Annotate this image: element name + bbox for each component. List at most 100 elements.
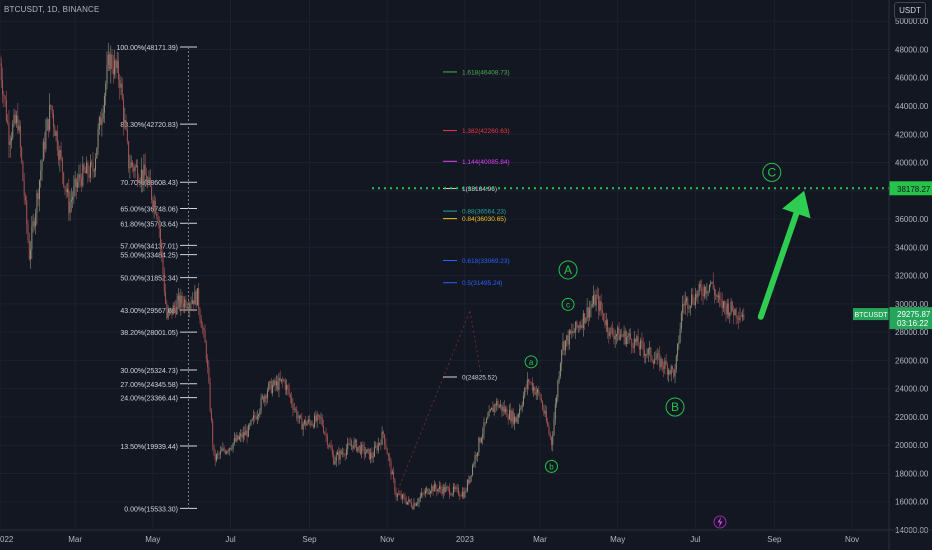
countdown-text: 03:16:22: [897, 319, 929, 328]
candle-body: [586, 307, 588, 319]
candle-body: [311, 424, 313, 426]
candle-body: [31, 226, 33, 250]
arrow-shaft[interactable]: [757, 210, 800, 320]
candle-body: [187, 307, 189, 309]
target-price-tag[interactable]: [889, 181, 932, 196]
candle-body: [269, 381, 271, 384]
candle-body: [632, 346, 634, 349]
time-tick: Sep: [302, 535, 317, 544]
candle-body: [391, 471, 393, 475]
candle-body: [545, 411, 547, 422]
candle-body: [431, 486, 433, 492]
candle-body: [447, 487, 449, 488]
currency-button[interactable]: USDT: [894, 2, 926, 19]
candle-body: [217, 453, 219, 455]
candle-body: [30, 249, 32, 260]
wave-circle[interactable]: [561, 297, 575, 311]
last-price-symbol-tag[interactable]: [853, 308, 889, 321]
candle-body: [619, 334, 621, 341]
candle-body: [171, 308, 173, 315]
candle-body: [210, 410, 212, 421]
candle-body: [697, 290, 699, 298]
price-axis[interactable]: 50000.00 48000.00 46000.00 44000.00 42000.00…: [853, 17, 932, 535]
candle-body: [19, 125, 21, 148]
candle-body: [673, 369, 675, 377]
candle-body: [170, 308, 172, 311]
fib-level-label: 27.00%(24345.58): [120, 382, 178, 389]
candle-body: [487, 416, 489, 419]
wave-labels[interactable]: A B Ca b c: [524, 162, 782, 473]
candle-body: [16, 115, 18, 124]
target-arrow[interactable]: [757, 190, 811, 320]
candle-body: [698, 283, 700, 291]
candle-body: [28, 240, 30, 260]
candle-body: [715, 294, 717, 296]
last-price-symbol: BTCUSDT: [854, 312, 888, 319]
candle-body: [519, 408, 521, 415]
candle-body: [344, 455, 346, 456]
candle-body: [33, 221, 35, 227]
candle-body: [460, 495, 462, 497]
time-tick: Jul: [225, 535, 235, 544]
candle-body: [501, 404, 503, 412]
wave-circle[interactable]: [558, 260, 578, 280]
candle-body: [305, 420, 307, 426]
candle-body: [712, 281, 714, 289]
candle-body: [385, 444, 387, 449]
candle-body: [139, 181, 141, 183]
fib-retracement-left[interactable]: 100.00%(48171.39) 83.30%(42720.83) 70.70%(…: [117, 45, 198, 513]
wave-circle[interactable]: [524, 355, 538, 369]
candle-body: [265, 395, 267, 399]
wave-circle[interactable]: [544, 459, 558, 473]
candle-body: [410, 502, 412, 507]
fib-ext-label: 1.382(42260.63): [462, 128, 510, 135]
candle-body: [277, 381, 279, 390]
chart-grid: [0, 0, 889, 531]
candle-body: [466, 480, 468, 491]
candle-body: [241, 433, 243, 438]
fib-ext-label: 1.144(40085.84): [462, 159, 510, 166]
candle-body: [227, 451, 229, 452]
candle-body: [298, 415, 300, 418]
candle-body: [505, 408, 507, 413]
candle-body: [112, 68, 114, 75]
candle-body: [535, 392, 537, 395]
candle-body: [488, 411, 490, 417]
wave-circle[interactable]: [762, 162, 782, 182]
candle-body: [244, 432, 246, 436]
candle-body: [395, 492, 397, 497]
candle-body: [310, 421, 312, 426]
time-tick: Mar: [68, 535, 82, 544]
candle-body: [572, 330, 574, 333]
candle-body: [328, 445, 330, 447]
event-marker[interactable]: [713, 515, 727, 529]
candle-body: [45, 130, 47, 150]
candle-body: [68, 189, 70, 213]
candle-body: [426, 488, 428, 491]
fib-extension[interactable]: 1.618(46408.73) 1.382(42260.63) 1.144(4008…: [443, 69, 510, 381]
candle-body: [441, 489, 443, 494]
wave-label: B: [671, 400, 679, 414]
candle-body: [585, 318, 587, 324]
price-tick: 48000.00: [895, 45, 929, 54]
time-tick: Mar: [533, 535, 547, 544]
candle-body: [450, 495, 452, 496]
candle-body: [407, 501, 409, 505]
candle-body: [593, 294, 595, 305]
candle-body: [147, 180, 149, 185]
candle-body: [91, 161, 93, 163]
fib-level-label: 57.00%(34137.01): [120, 243, 178, 250]
candle-body: [684, 300, 686, 306]
candle-body: [600, 301, 602, 310]
candle-body: [621, 334, 623, 336]
arrow-head[interactable]: [782, 190, 811, 219]
candle-body: [618, 327, 620, 341]
candle-body: [458, 487, 460, 496]
wave-circle[interactable]: [665, 397, 685, 417]
last-price-tag[interactable]: [889, 307, 932, 330]
candle-body: [24, 196, 26, 201]
candle-body: [128, 141, 130, 169]
wave-label: A: [564, 263, 572, 277]
